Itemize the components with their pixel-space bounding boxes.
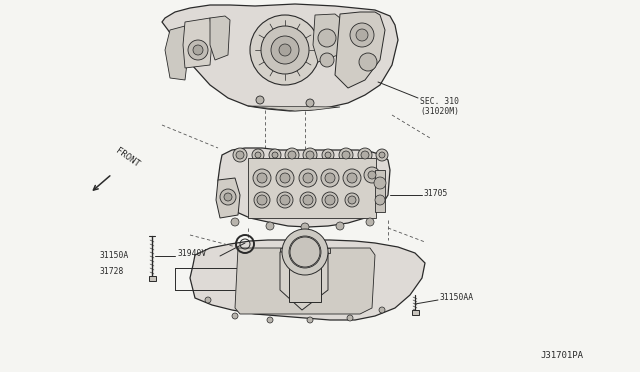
- Circle shape: [255, 152, 261, 158]
- Text: 31150A: 31150A: [100, 250, 129, 260]
- Circle shape: [205, 297, 211, 303]
- Circle shape: [336, 222, 344, 230]
- Circle shape: [306, 151, 314, 159]
- Circle shape: [325, 152, 331, 158]
- Circle shape: [358, 148, 372, 162]
- Bar: [289, 252, 321, 302]
- Circle shape: [272, 152, 278, 158]
- Polygon shape: [165, 26, 188, 80]
- Text: 31150AA: 31150AA: [440, 294, 474, 302]
- Circle shape: [288, 151, 296, 159]
- Circle shape: [279, 44, 291, 56]
- Circle shape: [339, 148, 353, 162]
- Polygon shape: [162, 4, 398, 111]
- Bar: [149, 276, 156, 281]
- Text: 31940V: 31940V: [178, 250, 207, 259]
- Circle shape: [188, 40, 208, 60]
- Polygon shape: [280, 252, 328, 310]
- Circle shape: [325, 195, 335, 205]
- Circle shape: [356, 29, 368, 41]
- Circle shape: [290, 237, 320, 267]
- Circle shape: [250, 15, 320, 85]
- Circle shape: [285, 148, 299, 162]
- Circle shape: [277, 192, 293, 208]
- Circle shape: [303, 195, 313, 205]
- Circle shape: [252, 149, 264, 161]
- Circle shape: [325, 173, 335, 183]
- Circle shape: [366, 218, 374, 226]
- Circle shape: [368, 171, 376, 179]
- Circle shape: [303, 173, 313, 183]
- Text: 31705: 31705: [424, 189, 449, 198]
- Circle shape: [345, 193, 359, 207]
- Circle shape: [280, 173, 290, 183]
- Polygon shape: [235, 248, 375, 314]
- Circle shape: [322, 149, 334, 161]
- Circle shape: [306, 99, 314, 107]
- Circle shape: [254, 192, 270, 208]
- Text: SEC. 310
(31020M): SEC. 310 (31020M): [420, 97, 459, 116]
- Circle shape: [301, 223, 309, 231]
- Text: J31701PA: J31701PA: [540, 351, 583, 360]
- Circle shape: [232, 313, 238, 319]
- Circle shape: [266, 222, 274, 230]
- Circle shape: [322, 192, 338, 208]
- Polygon shape: [183, 18, 212, 68]
- Circle shape: [269, 149, 281, 161]
- Circle shape: [267, 317, 273, 323]
- Bar: [412, 310, 419, 315]
- Circle shape: [261, 26, 309, 74]
- Circle shape: [318, 29, 336, 47]
- Polygon shape: [218, 148, 390, 227]
- Polygon shape: [335, 12, 385, 88]
- Circle shape: [376, 149, 388, 161]
- Bar: [375, 170, 385, 212]
- Circle shape: [257, 173, 267, 183]
- Circle shape: [320, 53, 334, 67]
- Circle shape: [256, 96, 264, 104]
- Circle shape: [342, 151, 350, 159]
- Circle shape: [343, 169, 361, 187]
- Bar: [248, 158, 376, 218]
- Circle shape: [364, 167, 380, 183]
- Circle shape: [347, 315, 353, 321]
- Circle shape: [359, 53, 377, 71]
- Circle shape: [379, 307, 385, 313]
- Circle shape: [257, 195, 267, 205]
- Circle shape: [379, 152, 385, 158]
- Circle shape: [361, 151, 369, 159]
- Polygon shape: [210, 16, 230, 60]
- Circle shape: [303, 148, 317, 162]
- Polygon shape: [313, 14, 340, 62]
- Circle shape: [299, 169, 317, 187]
- Circle shape: [307, 317, 313, 323]
- Circle shape: [271, 36, 299, 64]
- Circle shape: [224, 193, 232, 201]
- Circle shape: [193, 45, 203, 55]
- Circle shape: [347, 173, 357, 183]
- Circle shape: [231, 218, 239, 226]
- Polygon shape: [248, 106, 340, 111]
- Circle shape: [236, 151, 244, 159]
- Circle shape: [321, 169, 339, 187]
- Circle shape: [253, 169, 271, 187]
- Text: FRONT: FRONT: [114, 146, 141, 169]
- Circle shape: [220, 189, 236, 205]
- Circle shape: [348, 196, 356, 204]
- Polygon shape: [190, 240, 425, 320]
- Bar: [280, 248, 330, 253]
- Circle shape: [289, 236, 321, 268]
- Circle shape: [300, 192, 316, 208]
- Circle shape: [374, 177, 386, 189]
- Circle shape: [375, 195, 385, 205]
- Circle shape: [282, 229, 328, 275]
- Circle shape: [276, 169, 294, 187]
- Circle shape: [233, 148, 247, 162]
- Circle shape: [280, 195, 290, 205]
- Circle shape: [350, 23, 374, 47]
- Text: 31728: 31728: [100, 267, 124, 276]
- Polygon shape: [216, 178, 240, 218]
